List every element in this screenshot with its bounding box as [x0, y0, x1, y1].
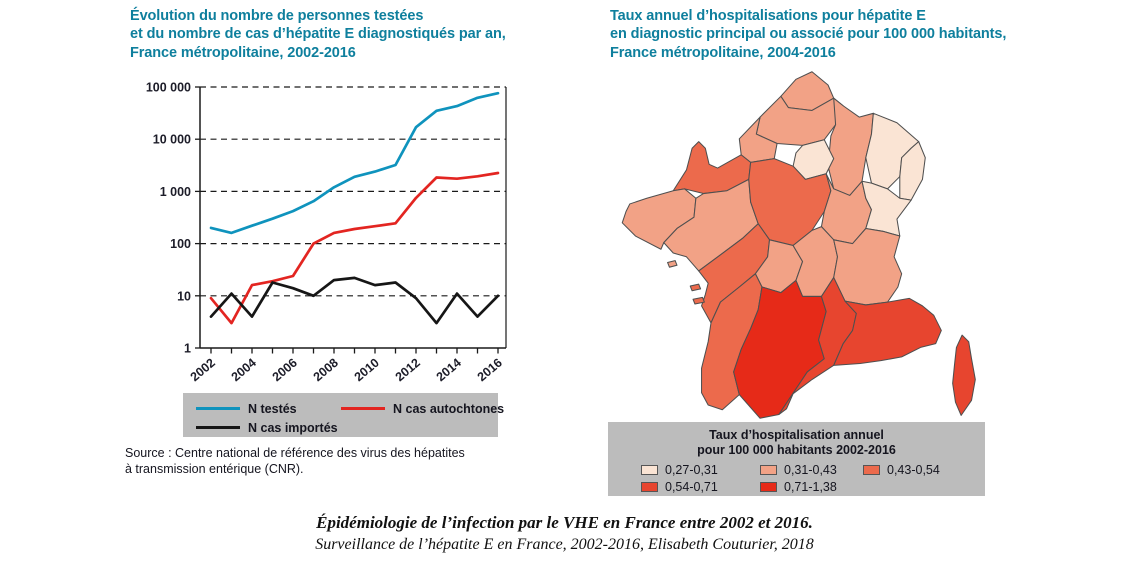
svg-text:2014: 2014	[434, 356, 464, 385]
map-legend-item: 0,71-1,38	[760, 479, 863, 496]
legend-color-swatch	[760, 482, 777, 492]
region-paca	[833, 297, 942, 366]
right-panel-title: Taux annuel d’hospitalisations pour hépa…	[610, 8, 1007, 61]
svg-text:100: 100	[170, 237, 191, 251]
region-corse	[952, 334, 976, 416]
france-choropleth-map	[621, 71, 976, 419]
svg-text:100 000: 100 000	[146, 81, 191, 95]
svg-text:1 000: 1 000	[160, 185, 191, 199]
legend-label: N testés	[248, 401, 297, 416]
map-legend-item: 0,43-0,54	[863, 462, 985, 479]
legend-line-swatch	[341, 407, 385, 410]
chart-legend-item: N cas autochtones	[341, 399, 504, 418]
source-note: Source : Centre national de référence de…	[125, 446, 465, 476]
legend-range-label: 0,27-0,31	[665, 463, 718, 477]
map-legend-item: 0,54-0,71	[641, 479, 760, 496]
svg-text:2004: 2004	[229, 356, 259, 385]
svg-text:2010: 2010	[352, 356, 382, 385]
chart-legend-item: N testés	[196, 399, 341, 418]
legend-range-label: 0,54-0,71	[665, 480, 718, 494]
map-legend-items: 0,27-0,31 0,31-0,43 0,43-0,54 0,54-0,71 0,71…	[608, 462, 985, 496]
legend-range-label: 0,31-0,43	[784, 463, 837, 477]
legend-color-swatch	[760, 465, 777, 475]
svg-text:2016: 2016	[475, 356, 505, 385]
figure-caption-subtitle: Surveillance de l’hépatite E en France, …	[315, 536, 814, 553]
figure-caption-title: Épidémiologie de l’infection par le VHE …	[316, 513, 813, 532]
legend-range-label: 0,43-0,54	[887, 463, 940, 477]
chart-legend: N testés N cas autochtones N cas importés	[183, 393, 504, 437]
region-franche-comte	[861, 180, 912, 237]
svg-text:2008: 2008	[311, 356, 341, 385]
svg-text:2006: 2006	[270, 356, 300, 385]
map-legend-item: 0,31-0,43	[760, 462, 863, 479]
island-oleron	[692, 296, 705, 305]
legend-label: N cas importés	[248, 420, 338, 435]
chart-legend-item: N cas importés	[196, 418, 341, 437]
legend-color-swatch	[863, 465, 880, 475]
region-champagne-ardenne	[827, 97, 874, 196]
map-legend-title: Taux d’hospitalisation annuel pour 100 0…	[697, 428, 896, 457]
legend-color-swatch	[641, 465, 658, 475]
legend-color-swatch	[641, 482, 658, 492]
left-panel-title: Évolution du nombre de personnes testées…	[130, 8, 506, 61]
svg-text:10: 10	[177, 289, 191, 303]
map-legend-item: 0,27-0,31	[641, 462, 760, 479]
island-re	[689, 283, 702, 292]
island-noirmoutier	[667, 260, 678, 268]
svg-text:2012: 2012	[393, 356, 423, 385]
svg-text:10 000: 10 000	[153, 133, 191, 147]
legend-label: N cas autochtones	[393, 401, 505, 416]
legend-line-swatch	[196, 426, 240, 429]
svg-text:2002: 2002	[188, 356, 218, 385]
svg-text:1: 1	[184, 342, 191, 356]
map-legend: Taux d’hospitalisation annuel pour 100 0…	[608, 422, 985, 496]
legend-range-label: 0,71-1,38	[784, 480, 837, 494]
legend-line-swatch	[196, 407, 240, 410]
region-centre	[748, 158, 832, 246]
